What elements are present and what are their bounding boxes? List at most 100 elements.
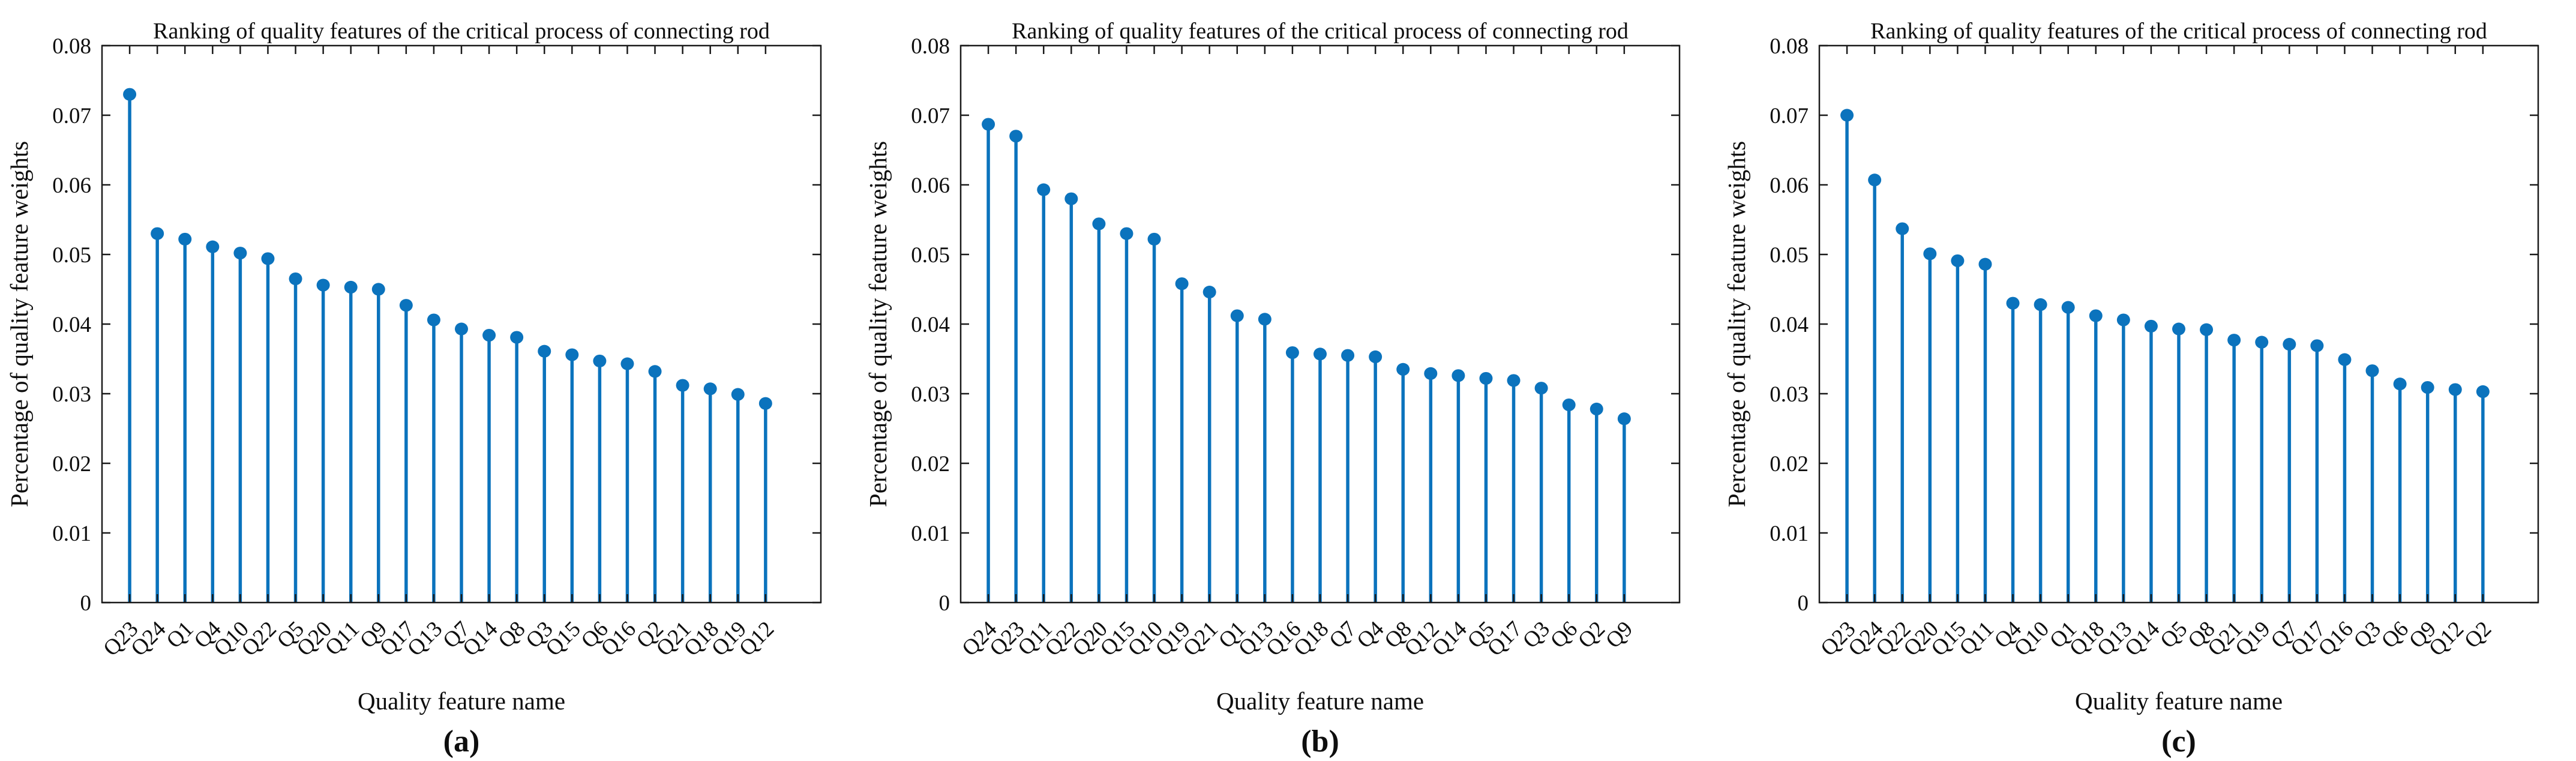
stem-marker: [1314, 347, 1327, 361]
stem-marker: [2255, 335, 2269, 349]
stem-marker: [151, 227, 164, 240]
stem-marker: [482, 328, 496, 342]
stem-marker: [2061, 301, 2075, 314]
y-tick-label: 0.01: [1770, 522, 1809, 546]
axes-box: [959, 44, 1681, 604]
stem-marker: [565, 348, 579, 361]
chart-text: Ranking of quality features of the criti…: [864, 19, 1638, 759]
stem-marker: [1452, 369, 1465, 382]
stem-marker: [2283, 338, 2296, 351]
y-tick-label: 0: [80, 591, 92, 616]
stem-marker: [2393, 377, 2407, 391]
chart-text: Ranking of quality features of the criti…: [1723, 19, 2496, 759]
y-tick-label: 0.07: [52, 104, 91, 128]
y-tick-label: 0.06: [52, 173, 91, 198]
stem-marker: [2089, 309, 2103, 322]
y-tick-label: 0.08: [911, 34, 950, 59]
stem-marker: [2310, 339, 2324, 352]
stem-series: [123, 88, 772, 603]
stem-marker: [2338, 353, 2352, 366]
stem-marker: [1868, 173, 1882, 187]
y-tick-label: 0.02: [1770, 452, 1809, 477]
stem-marker: [2448, 383, 2462, 396]
stem-marker: [233, 247, 247, 260]
stem-marker: [1202, 286, 1216, 299]
y-tick-label: 0.07: [1770, 104, 1809, 128]
stem-marker: [1092, 217, 1106, 230]
x-tick-label: Q9: [1601, 616, 1638, 653]
axes-box: [101, 44, 822, 604]
y-tick-label: 0.06: [911, 173, 950, 198]
stem-marker: [1507, 374, 1521, 387]
axes-box: [1818, 44, 2539, 604]
panel-caption: (a): [443, 724, 480, 759]
stem-series: [1840, 109, 2490, 603]
y-tick-label: 0.01: [911, 522, 950, 546]
stem-marker: [206, 240, 220, 253]
stem-marker: [1175, 277, 1189, 290]
stem-marker: [123, 88, 137, 101]
stem-marker: [2421, 380, 2434, 394]
chart-title: Ranking of quality features of the criti…: [1012, 19, 1629, 44]
stem-marker: [1896, 222, 1909, 235]
y-tick-label: 0.03: [1770, 382, 1809, 407]
stem-marker: [371, 283, 385, 296]
stem-marker: [1009, 130, 1023, 143]
chart-text: Ranking of quality features of the criti…: [5, 19, 779, 759]
panel-b: Ranking of quality features of the criti…: [859, 0, 1717, 761]
stem-marker: [2365, 364, 2379, 377]
stem-marker: [399, 299, 413, 312]
y-tick-label: 0.02: [52, 452, 91, 477]
stem-marker: [1064, 192, 1078, 205]
y-tick-label: 0.02: [911, 452, 950, 477]
stem-marker: [2476, 385, 2490, 399]
y-tick-label: 0.04: [1770, 313, 1809, 337]
stem-marker: [510, 331, 524, 344]
stem-marker: [1424, 367, 1438, 380]
x-axis-label: Quality feature name: [358, 687, 565, 715]
chart-title: Ranking of quality features of the criti…: [1870, 19, 2487, 44]
y-tick-label: 0.05: [1770, 243, 1809, 268]
stem-marker: [427, 313, 440, 326]
stem-marker: [1590, 402, 1603, 416]
stem-marker: [2144, 319, 2158, 333]
stem-marker: [620, 357, 634, 370]
stem-marker: [1147, 232, 1161, 246]
x-axis-label: Quality feature name: [1216, 687, 1424, 715]
stem-marker: [1230, 309, 1244, 322]
stem-marker: [1120, 227, 1133, 240]
y-axis-label: Percentage of quality feature weights: [1723, 141, 1750, 507]
y-tick-label: 0.05: [911, 243, 950, 268]
stem-marker: [1037, 183, 1051, 196]
y-tick-label: 0.01: [52, 522, 91, 546]
y-tick-label: 0: [1798, 591, 1809, 616]
x-axis-label: Quality feature name: [2075, 687, 2283, 715]
stem-marker: [2172, 322, 2185, 335]
stem-marker: [982, 118, 995, 131]
y-tick-label: 0.03: [911, 382, 950, 407]
stem-marker: [1617, 412, 1631, 426]
y-tick-label: 0.08: [52, 34, 91, 59]
y-tick-label: 0.03: [52, 382, 91, 407]
panel-caption: (b): [1301, 724, 1339, 759]
y-tick-label: 0.08: [1770, 34, 1809, 59]
panel-caption: (c): [2161, 724, 2196, 759]
stem-chart-c: Ranking of quality features of the criti…: [1723, 19, 2539, 759]
stem-chart-a: Ranking of quality features of the criti…: [5, 19, 822, 759]
stem-marker: [261, 252, 275, 265]
stem-marker: [1396, 362, 1410, 376]
stem-marker: [538, 344, 551, 358]
y-axis-label: Percentage of quality feature weights: [5, 141, 33, 507]
stem-marker: [1534, 382, 1548, 395]
x-tick-label: Q2: [2460, 616, 2496, 653]
stem-marker: [1369, 350, 1383, 364]
chart-title: Ranking of quality features of the criti…: [153, 19, 770, 44]
stem-marker: [703, 382, 717, 396]
stem-marker: [758, 397, 772, 410]
stem-marker: [2200, 323, 2214, 336]
stem-marker: [1978, 257, 1992, 271]
stem-marker: [1479, 371, 1493, 385]
y-tick-label: 0.05: [52, 243, 91, 268]
stem-marker: [1258, 313, 1271, 326]
stem-marker: [2227, 334, 2241, 347]
